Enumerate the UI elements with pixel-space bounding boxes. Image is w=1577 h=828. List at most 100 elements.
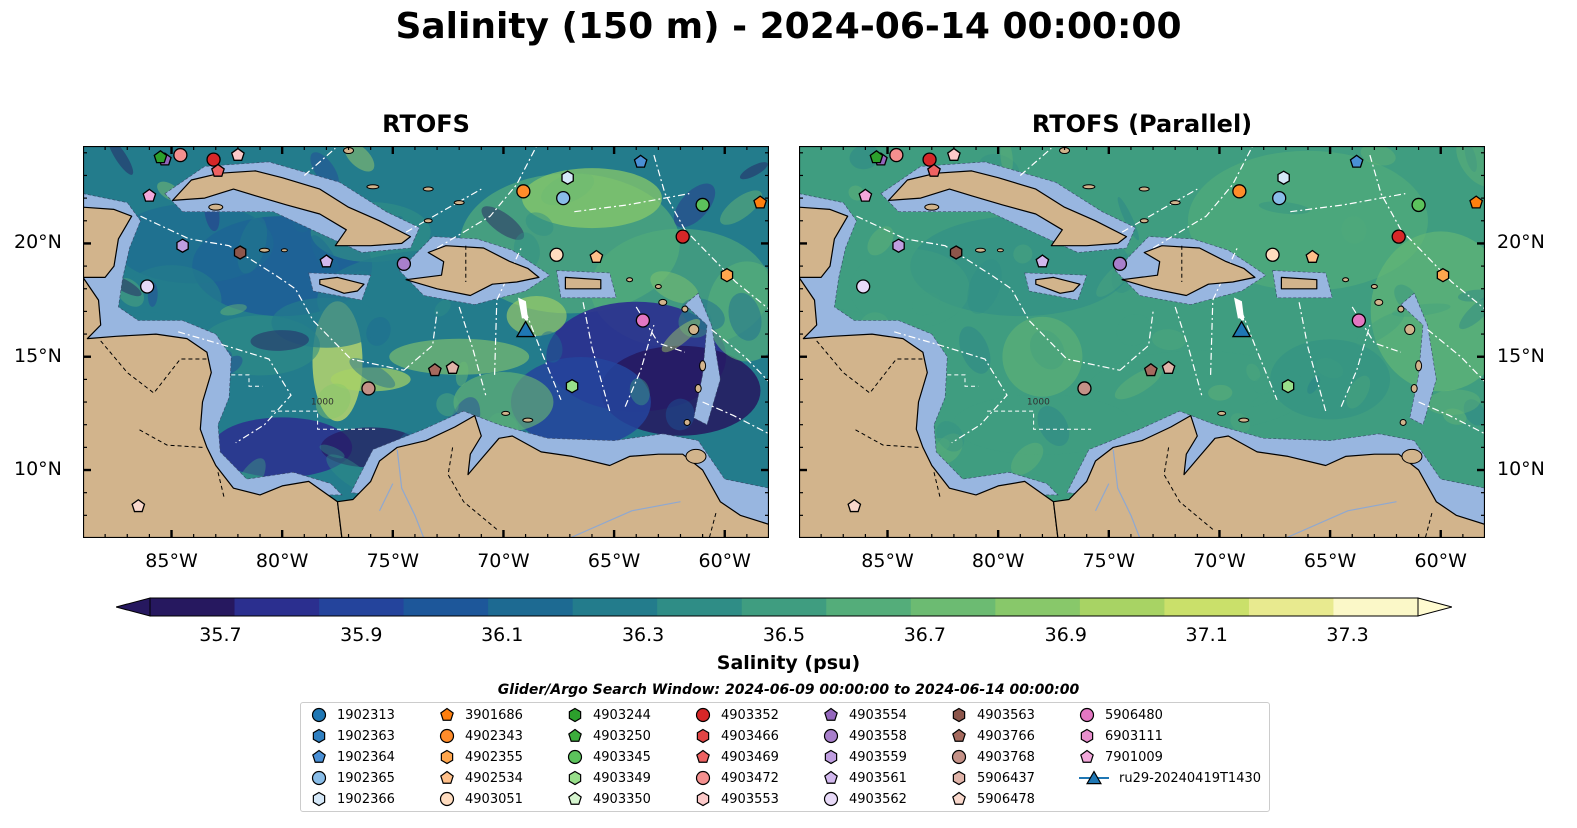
float-marker [445,360,460,374]
float-marker [1411,197,1426,213]
longitude-label: 80°W [255,550,309,572]
legend-item: 5906480 [1077,705,1163,725]
float-marker [131,498,146,513]
legend-marker-icon [823,728,839,744]
legend-item: 4903469 [693,747,779,767]
legend-item: 4903345 [565,747,651,767]
legend-marker-icon [952,791,966,805]
float-marker [1436,267,1450,283]
float-marker [396,256,412,271]
float-marker [565,378,579,394]
legend-label: 4903766 [977,728,1035,744]
legend-label: 6903111 [1105,728,1163,744]
legend-marker-icon [568,791,582,805]
float-marker [556,190,571,206]
legend-item: 1902366 [309,789,395,809]
float-marker [516,184,531,199]
legend-label: 4903345 [593,749,651,765]
glider-marker [515,320,536,338]
colorbar-tick-label: 35.7 [199,624,242,646]
legend-item: 4903562 [821,789,907,809]
legend-item: 4903559 [821,747,907,767]
legend-item: 5906478 [949,789,1035,809]
colorbar-segment [995,598,1081,616]
main-title: Salinity (150 m) - 2024-06-14 00:00:00 [395,6,1182,47]
legend-label: 4903563 [977,707,1035,723]
colorbar-tick-label: 36.5 [762,624,806,646]
float-marker [869,150,884,164]
legend-marker-icon [1079,707,1095,723]
float-marker [889,147,904,163]
float-marker [589,249,604,263]
legend-item: 6903111 [1077,726,1163,746]
colorbar-segment [910,598,996,616]
colorbar-segment [234,598,320,616]
float-marker [233,245,247,260]
legend-label: 4903554 [849,707,907,723]
legend-item: 4903349 [565,768,651,788]
legend-label: 1902365 [337,770,395,786]
legend-item: 4903554 [821,705,907,725]
colorbar-segment [657,598,743,616]
legend-marker-icon [695,770,711,786]
float-marker [206,152,221,167]
longitude-label: 65°W [587,550,641,572]
colorbar-tick-label: 37.3 [1326,624,1369,646]
colorbar-tick-label: 36.9 [1044,624,1087,646]
legend-label: 4903349 [593,770,651,786]
legend-label: 1902363 [337,728,395,744]
float-marker [173,147,188,163]
colorbar-segment [1333,598,1419,616]
colorbar [116,597,1452,617]
legend-label: 4903352 [721,707,779,723]
float-marker [142,188,157,202]
float-marker [1391,229,1406,244]
legend-item: 4902355 [437,747,523,767]
colorbar-tick-label: 37.1 [1185,624,1228,646]
legend-item: 5906437 [949,768,1035,788]
float-marker [1281,378,1295,394]
legend-label: 4903466 [721,728,779,744]
colorbar-high-extension [1417,597,1452,617]
float-marker [211,163,225,177]
legend-item: 4903250 [565,726,651,746]
float-marker [319,254,334,268]
float-marker [1265,247,1280,262]
longitude-label: 70°W [1193,550,1246,572]
legend-item: 4903244 [565,705,651,725]
colorbar-segment [150,598,236,616]
legend-marker-icon [952,728,966,742]
latitude-label: 20°N [14,231,62,254]
float-marker [1161,360,1176,374]
legend-marker-icon [952,707,966,723]
float-marker [1272,190,1287,206]
legend-item: 4903768 [949,747,1035,767]
float-marker [549,247,564,262]
legend-marker-icon [823,791,839,807]
salinity-map-rtofs: 1000 [83,146,769,538]
float-marker [1143,363,1158,377]
float-marker [153,150,168,164]
panel-title-rtofs-parallel: RTOFS (Parallel) [1031,110,1253,138]
legend-label: 4903562 [849,791,907,807]
float-marker [858,188,873,202]
longitude-label: 85°W [861,550,914,572]
longitude-label: 75°W [1082,550,1136,572]
colorbar-segment [741,598,827,616]
float-marker [1469,195,1484,209]
float-marker [1351,313,1367,328]
float-marker [1277,170,1290,185]
legend-item: 4903563 [949,705,1035,725]
legend-marker-icon [696,749,710,763]
legend-item: 4903466 [693,726,779,746]
legend-label: 4903559 [849,749,907,765]
float-marker [922,152,937,167]
float-marker [1112,256,1128,271]
legend-marker-icon [439,728,455,744]
colorbar-segment [1248,598,1334,616]
float-marker [1035,254,1050,268]
legend-item: ru29-20240419T1430 [1077,768,1261,788]
colorbar-tick-labels: 35.7 35.9 36.1 36.3 36.5 36.7 36.9 37.1 37.3 [0,624,1577,648]
legend-label: 3901686 [465,707,523,723]
legend-marker-icon [440,749,454,765]
